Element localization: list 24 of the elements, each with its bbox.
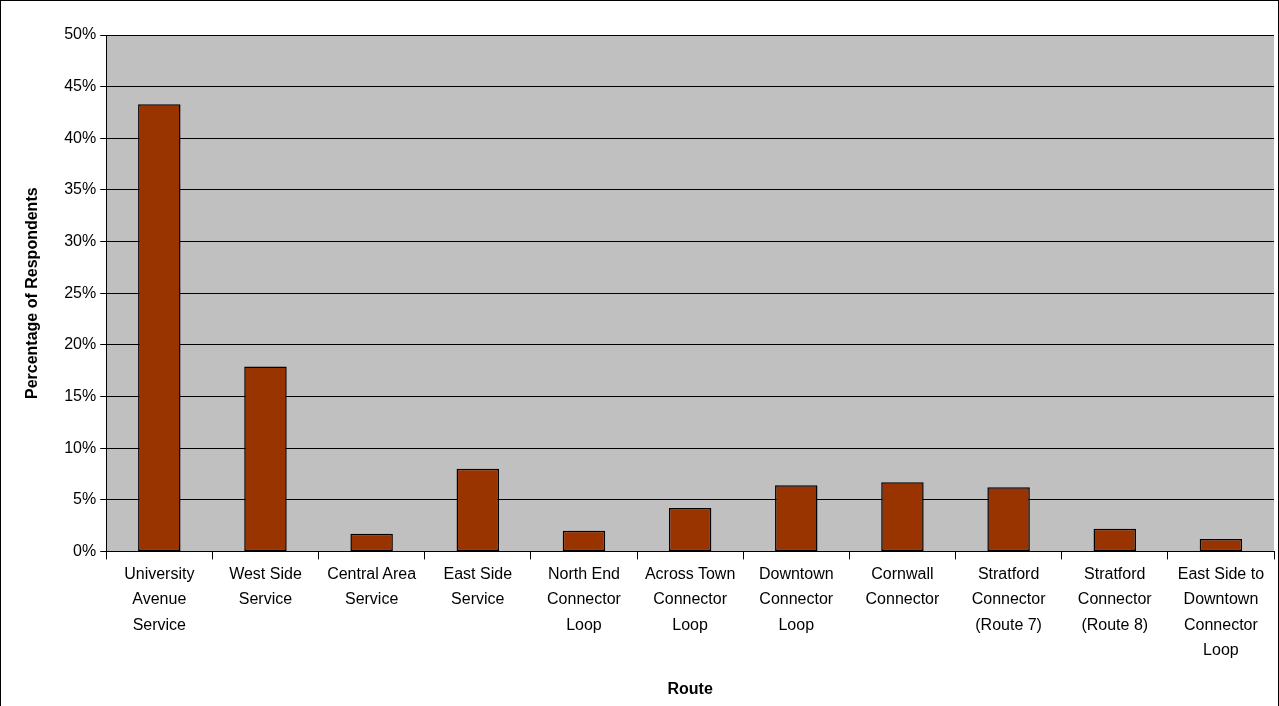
y-tick-label: 5%: [73, 490, 97, 508]
y-axis-title: Percentage of Respondents: [23, 187, 41, 399]
x-tick-label: Across Town Connector Loop: [644, 564, 736, 633]
x-tick-label: Stratford Connector (Route 7): [971, 564, 1047, 633]
y-tick-label: 0%: [73, 541, 97, 559]
x-tick-label: University Avenue Service: [124, 564, 195, 633]
x-tick-label: Stratford Connector (Route 8): [1077, 564, 1153, 633]
x-tick-label: West Side Service: [229, 564, 302, 608]
y-tick-label: 10%: [64, 438, 97, 456]
y-tick-label: 40%: [64, 128, 97, 146]
x-tick-label: Cornwall Connector: [865, 564, 941, 608]
x-tick-label: East Side to Downtown Connector Loop: [1177, 564, 1265, 659]
y-tick-label: 25%: [64, 283, 97, 301]
x-tick-label: Central Area Service: [327, 564, 417, 608]
y-tick-label: 15%: [64, 386, 97, 404]
y-tick-label: 45%: [64, 77, 97, 95]
x-tick-label: Downtown Connector Loop: [758, 564, 834, 633]
y-tick-label: 20%: [64, 335, 97, 353]
y-tick-label: 35%: [64, 180, 97, 198]
y-tick-label: 50%: [64, 25, 97, 43]
x-tick-label: East Side Service: [443, 564, 513, 608]
x-tick-label: North End Connector Loop: [547, 564, 622, 633]
y-tick-label: 30%: [64, 231, 97, 249]
x-axis-title: Route: [667, 679, 713, 697]
